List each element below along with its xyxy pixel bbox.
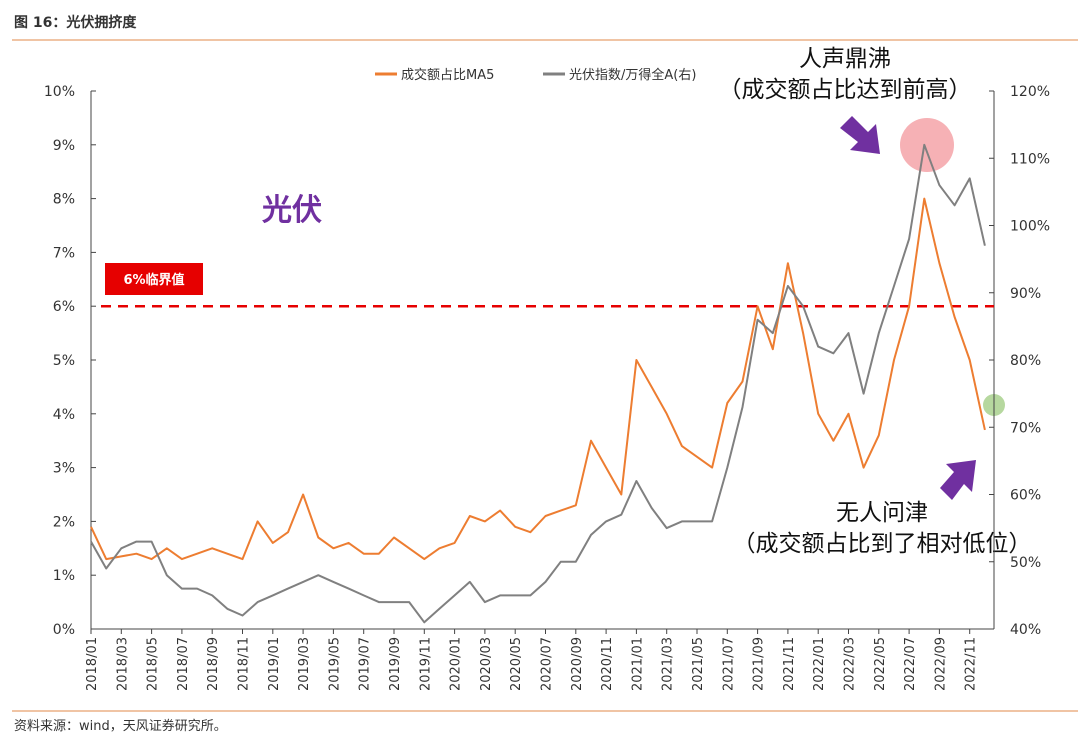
x-tick-label: 2020/11	[600, 637, 615, 691]
y-tick-label: 5%	[53, 353, 75, 369]
threshold-box	[105, 263, 203, 295]
legend-label: 成交额占比MA5	[401, 67, 494, 83]
x-tick-label: 2021/09	[752, 637, 767, 691]
annotation: 无人问津	[836, 500, 928, 526]
y-tick-label: 8%	[53, 192, 75, 208]
y-tick-label: 4%	[53, 407, 75, 423]
x-tick-label: 2019/03	[297, 637, 312, 691]
sector-label: 光伏	[262, 193, 322, 228]
series-line	[90, 143, 986, 624]
y2-tick-label: 100%	[1010, 219, 1050, 235]
legend-label: 光伏指数/万得全A(右)	[569, 67, 696, 83]
y-tick-label: 0%	[53, 622, 75, 638]
x-tick-label: 2018/09	[206, 637, 221, 691]
y2-tick-label: 70%	[1010, 420, 1041, 436]
x-tick-label: 2018/01	[85, 637, 100, 691]
x-tick-label: 2019/09	[388, 637, 403, 691]
threshold-label: 6%临界值	[123, 272, 184, 288]
y2-tick-label: 120%	[1010, 84, 1050, 100]
y2-tick-label: 110%	[1010, 151, 1050, 167]
annotation: （成交额占比到了相对低位）	[733, 531, 1032, 557]
annotation: 人声鼎沸	[799, 46, 891, 72]
x-tick-label: 2022/09	[933, 637, 948, 691]
y2-tick-label: 90%	[1010, 286, 1041, 302]
y2-tick-label: 60%	[1010, 488, 1041, 504]
x-tick-label: 2021/01	[630, 637, 645, 691]
x-tick-label: 2022/11	[964, 637, 979, 691]
arrow-low	[940, 460, 976, 500]
x-tick-label: 2020/07	[540, 637, 555, 691]
arrow-peak	[840, 116, 880, 154]
y-tick-label: 9%	[53, 138, 75, 154]
y-tick-label: 7%	[53, 245, 75, 261]
y2-tick-label: 50%	[1010, 555, 1041, 571]
chart-title: 图 16：光伏拥挤度	[14, 14, 137, 31]
y-tick-label: 10%	[44, 84, 75, 100]
x-tick-label: 2018/05	[146, 637, 161, 691]
x-tick-label: 2022/07	[903, 637, 918, 691]
x-tick-label: 2021/07	[721, 637, 736, 691]
y-tick-label: 2%	[53, 514, 75, 530]
y2-tick-label: 40%	[1010, 622, 1041, 638]
annotation: （成交额占比达到前高）	[719, 77, 972, 103]
x-tick-label: 2020/01	[449, 637, 464, 691]
x-tick-label: 2019/11	[418, 637, 433, 691]
y-tick-label: 6%	[53, 299, 75, 315]
x-tick-label: 2021/05	[691, 637, 706, 691]
highlight-peak	[900, 118, 954, 172]
x-tick-label: 2022/03	[843, 637, 858, 691]
x-tick-label: 2021/03	[661, 637, 676, 691]
x-tick-label: 2018/03	[115, 637, 130, 691]
x-tick-label: 2019/07	[358, 637, 373, 691]
x-tick-label: 2018/07	[176, 637, 191, 691]
y-tick-label: 1%	[53, 568, 75, 584]
x-tick-label: 2022/01	[812, 637, 827, 691]
x-tick-label: 2021/11	[782, 637, 797, 691]
x-tick-label: 2018/11	[237, 637, 252, 691]
y-tick-label: 3%	[53, 461, 75, 477]
x-tick-label: 2019/01	[267, 637, 282, 691]
source-note: 资料来源：wind，天风证券研究所。	[14, 718, 227, 734]
x-tick-label: 2020/03	[479, 637, 494, 691]
x-tick-label: 2022/05	[873, 637, 888, 691]
y2-tick-label: 80%	[1010, 353, 1041, 369]
x-tick-label: 2019/05	[327, 637, 342, 691]
x-tick-label: 2020/05	[509, 637, 524, 691]
series-line	[90, 197, 986, 561]
x-tick-label: 2020/09	[570, 637, 585, 691]
